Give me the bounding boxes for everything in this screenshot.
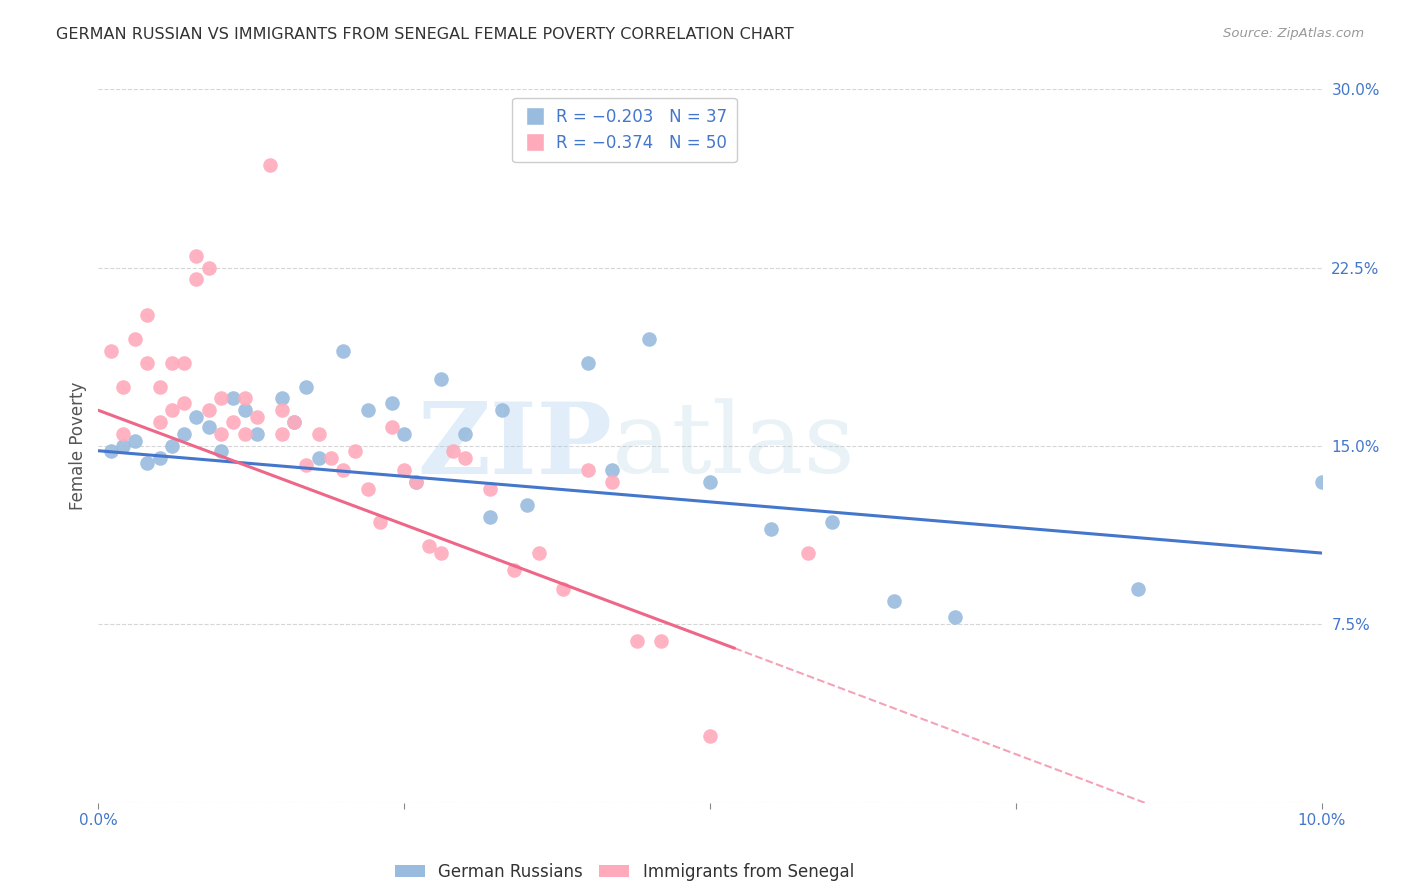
Point [699,475,721,489]
Point [491,403,513,417]
Text: atlas: atlas [612,398,855,494]
Point [392,427,416,442]
Point [259,158,281,172]
Point [149,415,172,429]
Point [381,420,404,434]
Point [503,563,526,577]
Point [759,522,782,536]
Point [209,427,232,442]
Point [699,729,721,743]
Point [270,427,292,442]
Point [637,332,661,346]
Point [197,260,219,275]
Point [111,427,134,442]
Point [233,403,256,417]
Point [100,343,122,358]
Point [600,463,623,477]
Text: ZIP: ZIP [418,398,612,494]
Point [797,546,820,560]
Point [405,475,427,489]
Point [270,403,292,417]
Point [186,410,208,425]
Point [124,332,146,346]
Point [186,272,208,286]
Point [553,582,575,596]
Point [270,392,292,406]
Point [283,415,305,429]
Point [392,463,416,477]
Point [136,356,159,370]
Point [527,546,550,560]
Point [111,439,134,453]
Point [209,443,232,458]
Point [124,434,146,449]
Point [454,450,477,465]
Point [160,439,183,453]
Point [821,515,844,529]
Point [149,379,172,393]
Point [197,403,219,417]
Point [430,372,453,386]
Point [246,410,269,425]
Point [222,392,245,406]
Point [405,475,427,489]
Point [626,634,648,648]
Point [650,634,672,648]
Point [576,356,599,370]
Point [576,463,599,477]
Point [100,443,122,458]
Point [478,510,501,524]
Point [233,392,256,406]
Point [283,415,305,429]
Point [136,456,159,470]
Point [1310,475,1333,489]
Point [233,427,256,442]
Point [319,450,342,465]
Y-axis label: Female Poverty: Female Poverty [69,382,87,510]
Point [600,475,623,489]
Point [173,396,195,410]
Point [246,427,269,442]
Point [430,546,453,560]
Point [136,308,159,322]
Text: Source: ZipAtlas.com: Source: ZipAtlas.com [1223,27,1364,40]
Point [295,379,318,393]
Point [516,499,538,513]
Point [441,443,464,458]
Point [295,458,318,472]
Point [418,539,440,553]
Point [943,610,966,624]
Point [209,392,232,406]
Point [478,482,501,496]
Point [381,396,404,410]
Point [222,415,245,429]
Point [368,515,391,529]
Point [308,450,330,465]
Point [1128,582,1150,596]
Point [186,249,208,263]
Point [344,443,367,458]
Point [356,482,378,496]
Point [454,427,477,442]
Point [173,356,195,370]
Point [197,420,219,434]
Point [356,403,378,417]
Point [111,379,134,393]
Point [332,463,354,477]
Point [160,356,183,370]
Point [149,450,172,465]
Text: GERMAN RUSSIAN VS IMMIGRANTS FROM SENEGAL FEMALE POVERTY CORRELATION CHART: GERMAN RUSSIAN VS IMMIGRANTS FROM SENEGA… [56,27,794,42]
Point [332,343,354,358]
Point [173,427,195,442]
Point [308,427,330,442]
Point [160,403,183,417]
Legend: German Russians, Immigrants from Senegal: German Russians, Immigrants from Senegal [388,856,860,888]
Point [883,593,905,607]
